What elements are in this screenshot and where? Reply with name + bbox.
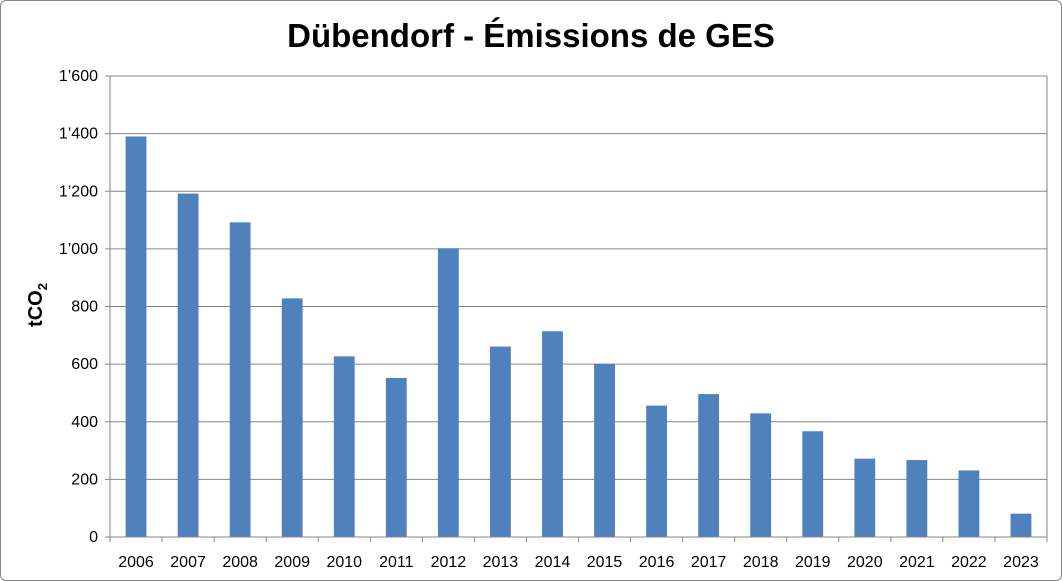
y-tick-label: 1’000: [59, 241, 98, 258]
y-tick-label: 400: [71, 414, 98, 431]
x-tick-label: 2013: [483, 554, 519, 571]
y-tick-label: 800: [71, 299, 98, 316]
bar-2016: [646, 405, 667, 537]
gridlines: [105, 75, 1047, 538]
y-tick-label: 1’400: [59, 126, 98, 143]
y-tick-label: 1’200: [59, 183, 98, 200]
bar-2011: [385, 377, 407, 537]
x-tick-label: 2007: [170, 554, 206, 571]
bar-2013: [490, 346, 511, 537]
axes: [109, 76, 1048, 542]
bar-2012: [437, 248, 459, 537]
x-tick-label: 2016: [639, 554, 675, 571]
y-axis-label-main: tCO: [25, 290, 47, 327]
bar-2021: [906, 460, 928, 537]
bar-2017: [698, 394, 720, 537]
bars: [125, 136, 1032, 537]
y-tick-label: 600: [71, 356, 98, 373]
y-axis-label-subscript: 2: [35, 283, 50, 290]
y-tick-label: 1’600: [59, 68, 98, 85]
bar-2023: [1010, 513, 1032, 537]
bar-2009: [281, 298, 303, 537]
x-tick-label: 2023: [1003, 554, 1039, 571]
bar-2010: [333, 356, 355, 537]
y-axis-label: tCO2: [25, 283, 50, 327]
x-tick-label: 2006: [118, 554, 154, 571]
x-tick-label: 2018: [743, 554, 779, 571]
x-tick-label: 2017: [691, 554, 727, 571]
chart-title: Dübendorf - Émissions de GES: [287, 17, 775, 54]
bar-2014: [542, 331, 563, 537]
y-tick-label: 200: [71, 471, 98, 488]
x-tick-label: 2014: [535, 554, 571, 571]
x-tick-label: 2020: [847, 554, 883, 571]
x-tick-label: 2019: [795, 554, 831, 571]
bar-2007: [177, 193, 199, 537]
bar-2015: [594, 363, 615, 537]
x-tick-label: 2015: [587, 554, 623, 571]
x-tick-label: 2021: [899, 554, 935, 571]
x-tick-label: 2022: [951, 554, 987, 571]
x-tick-label: 2012: [431, 554, 467, 571]
bar-2022: [958, 470, 980, 537]
x-tick-label: 2010: [326, 554, 362, 571]
x-tick-label: 2011: [379, 554, 414, 571]
y-tick-labels: 0 200 400 600 800 1’000 1’200 1’400 1’600: [59, 68, 98, 546]
bar-2006: [125, 136, 147, 537]
x-tick-label: 2008: [222, 554, 258, 571]
x-tick-labels: 2006 2007 2008 2009 2010 2011 2012 2013 2014 2015…: [118, 554, 1039, 571]
bar-2020: [854, 458, 876, 537]
bar-2008: [229, 222, 251, 537]
bar-2019: [802, 431, 824, 537]
bar-2018: [750, 413, 772, 537]
x-tick-label: 2009: [274, 554, 310, 571]
y-tick-label: 0: [89, 529, 98, 546]
